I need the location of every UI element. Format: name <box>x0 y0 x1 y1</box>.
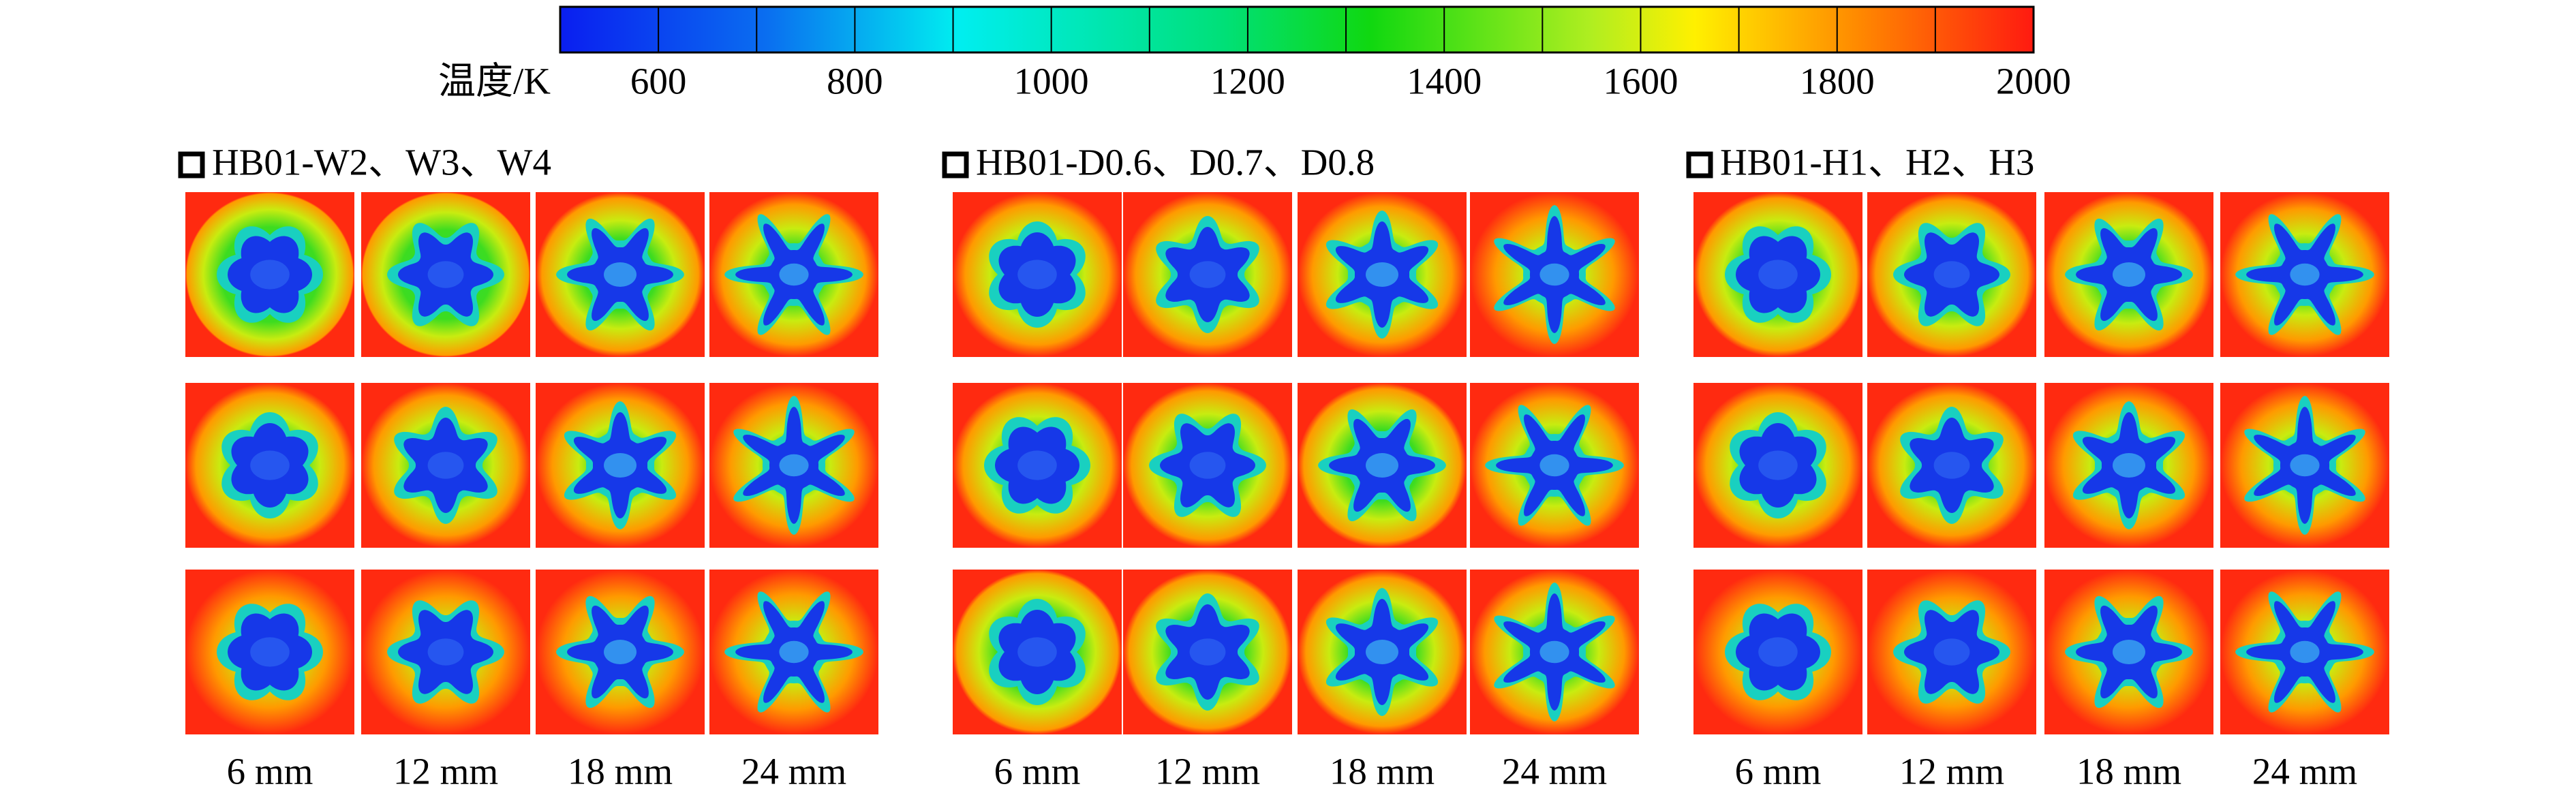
melt-center <box>427 261 464 288</box>
melt-center <box>604 262 637 287</box>
colorbar-label: 温度/K <box>438 61 551 102</box>
column-label: 6 mm <box>227 751 313 792</box>
melt-center <box>427 452 464 479</box>
panel-icon <box>178 151 205 178</box>
melt-center <box>1539 454 1569 477</box>
column-label: 18 mm <box>1330 751 1435 792</box>
colorbar-tick-label: 800 <box>827 61 883 102</box>
column-label: 24 mm <box>1502 751 1607 792</box>
melt-center <box>604 453 637 478</box>
melt-center <box>1758 450 1798 480</box>
melt-center <box>779 454 809 477</box>
panel-icon <box>1686 151 1713 178</box>
colorbar-tick-label: 600 <box>630 61 687 102</box>
melt-center <box>1366 453 1398 478</box>
melt-center <box>2113 262 2145 287</box>
column-label: 12 mm <box>1899 751 2004 792</box>
colorbar-tick-label: 2000 <box>1996 61 2071 102</box>
colorbar-tick-label: 1200 <box>1210 61 1285 102</box>
melt-center <box>2290 263 2320 286</box>
melt-center <box>250 450 290 480</box>
melt-center <box>1539 640 1569 664</box>
melt-center <box>1366 640 1398 664</box>
melt-center <box>1189 452 1226 479</box>
melt-center <box>1017 637 1057 667</box>
panel-title: HB01-H1、H2、H3 <box>1720 142 2034 183</box>
column-label: 18 mm <box>568 751 673 792</box>
column-label: 12 mm <box>393 751 498 792</box>
melt-center <box>1366 262 1398 287</box>
column-label: 12 mm <box>1155 751 1260 792</box>
melt-center <box>250 260 290 290</box>
column-label: 24 mm <box>2252 751 2357 792</box>
melt-center <box>1933 638 1970 666</box>
colorbar <box>559 5 2035 54</box>
melt-center <box>2290 640 2320 664</box>
melt-center <box>604 640 637 664</box>
melt-center <box>1758 260 1798 290</box>
colorbar-tick-label: 1800 <box>1800 61 1875 102</box>
melt-center <box>2113 640 2145 664</box>
column-label: 6 mm <box>1735 751 1822 792</box>
colorbar-tick-label: 1000 <box>1014 61 1089 102</box>
melt-center <box>1758 637 1798 667</box>
melt-center <box>1189 638 1226 666</box>
panel-icon <box>942 151 969 178</box>
melt-center <box>779 640 809 664</box>
melt-center <box>1933 261 1970 288</box>
melt-center <box>1933 452 1970 479</box>
melt-center <box>427 638 464 666</box>
column-label: 18 mm <box>2076 751 2181 792</box>
melt-center <box>1189 261 1226 288</box>
column-label: 24 mm <box>741 751 846 792</box>
melt-center <box>250 637 290 667</box>
panel-title: HB01-W2、W3、W4 <box>212 142 551 183</box>
panel-title: HB01-D0.6、D0.7、D0.8 <box>976 142 1375 183</box>
melt-center <box>1017 450 1057 480</box>
column-label: 6 mm <box>994 751 1081 792</box>
melt-center <box>1539 263 1569 286</box>
melt-center <box>779 263 809 286</box>
melt-center <box>2290 454 2320 477</box>
colorbar-tick-label: 1400 <box>1407 61 1482 102</box>
melt-center <box>2113 453 2145 478</box>
colorbar-tick-label: 1600 <box>1603 61 1678 102</box>
melt-center <box>1017 260 1057 290</box>
